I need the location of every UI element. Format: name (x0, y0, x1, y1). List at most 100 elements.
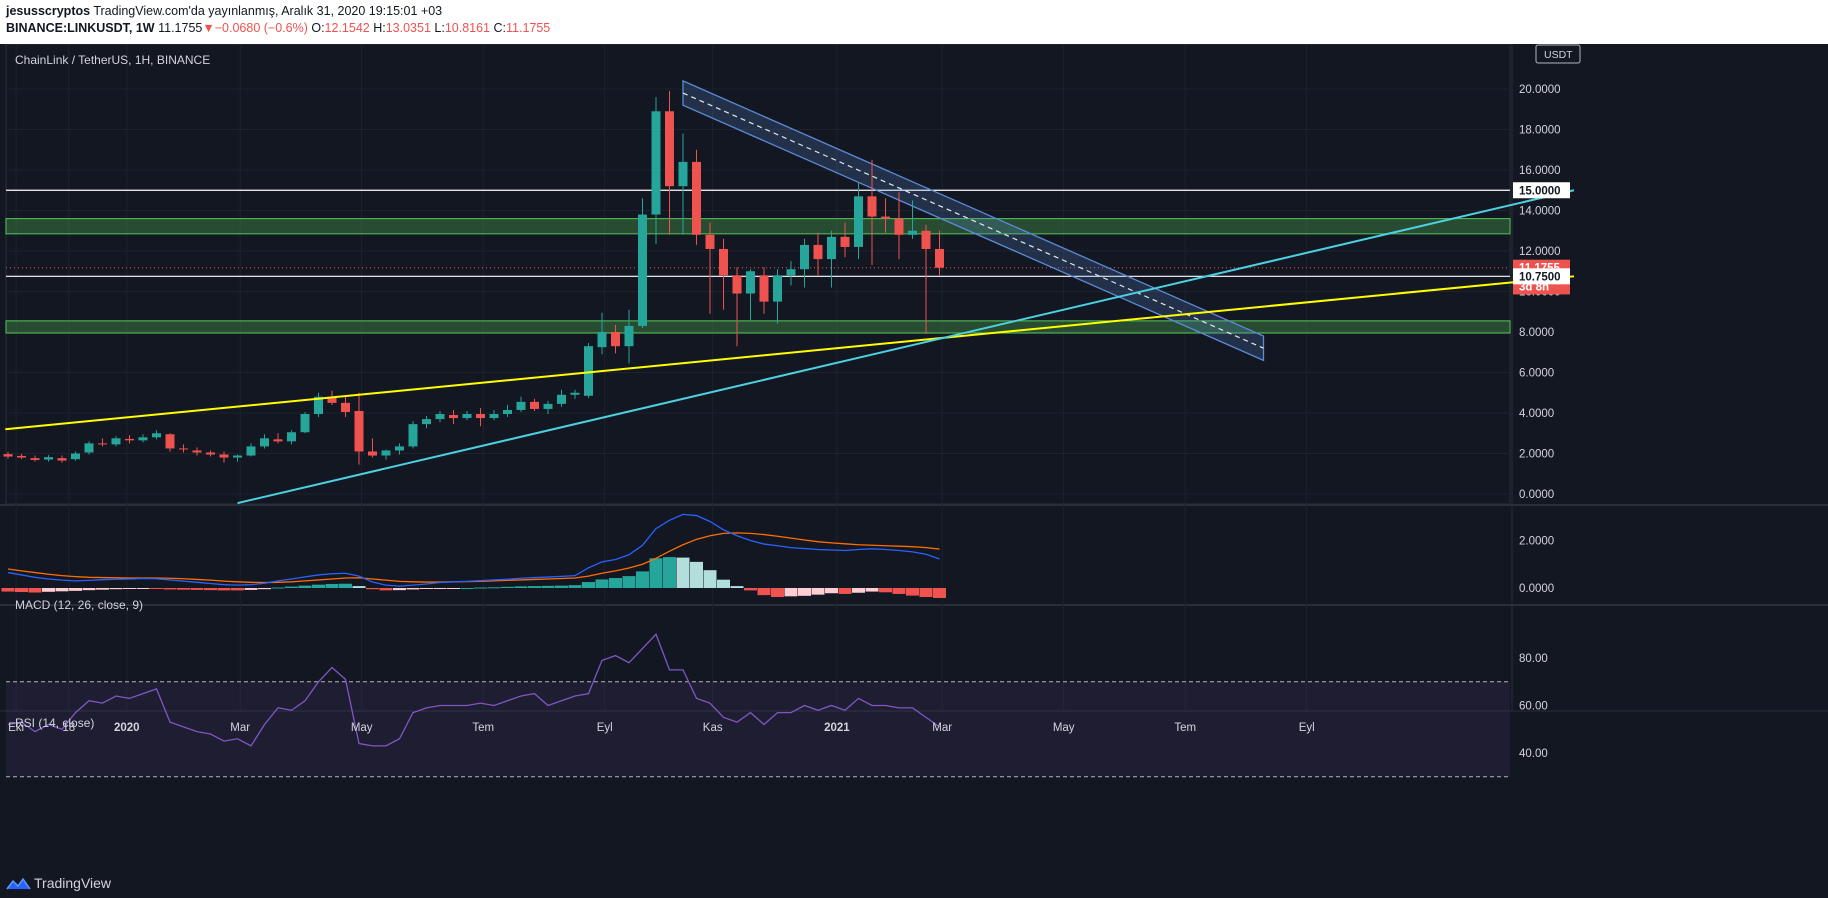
tradingview-logo-icon[interactable] (6, 876, 32, 892)
time-tick-label: Eyl (597, 722, 613, 734)
price-tick-label: 18.0000 (1519, 125, 1561, 137)
price-change: −0.0680 (−0.6%) (214, 21, 308, 35)
price-tick-label: 2.0000 (1519, 449, 1554, 461)
candle-body (557, 394, 566, 404)
time-tick-label: Eyl (1299, 722, 1315, 734)
rsi-tick-label: 40.00 (1519, 748, 1548, 760)
macd-histogram-bar (933, 588, 946, 598)
candle-body (381, 450, 391, 456)
footer: TradingView (0, 868, 1828, 898)
macd-histogram-bar (501, 586, 514, 588)
rsi-pane (6, 633, 1510, 778)
candle-body (462, 414, 472, 419)
macd-histogram-bar (393, 588, 406, 591)
candle-body (543, 403, 553, 409)
candle-body (570, 392, 580, 395)
macd-histogram-bar (231, 588, 244, 591)
candle-body (395, 446, 404, 451)
support-zones (5, 218, 1511, 334)
candle-body (894, 218, 904, 235)
candle-body (530, 401, 539, 409)
rsi-title: RSI (14, close) (15, 716, 94, 730)
macd-histogram-bar (406, 588, 420, 590)
macd-title: MACD (12, 26, close, 9) (15, 598, 143, 612)
candle-body (665, 111, 674, 187)
candle-body (138, 437, 148, 441)
candle-body (827, 236, 836, 260)
time-tick-label: 2020 (114, 722, 140, 734)
macd-histogram-bar (865, 588, 879, 592)
candle-body (611, 332, 620, 347)
macd-histogram-bar (28, 588, 42, 593)
brand-name[interactable]: TradingView (34, 875, 112, 891)
open-label: O: (311, 21, 325, 35)
macd-histogram-bar (258, 588, 271, 590)
macd-histogram-bar (568, 585, 582, 588)
candle-body (287, 432, 296, 442)
candle-body (584, 346, 593, 396)
candle-body (840, 236, 850, 247)
price-label-text: 15.0000 (1519, 185, 1561, 197)
candle-body (678, 161, 688, 187)
candle-body (17, 455, 26, 458)
time-tick-label: Mar (932, 722, 952, 734)
macd-histogram-bar (204, 588, 217, 591)
author-name[interactable]: jesusscryptos (6, 4, 91, 18)
candle-body (44, 457, 53, 460)
price-tick-label: 16.0000 (1519, 165, 1561, 177)
candle-body (273, 439, 283, 442)
candle-body (692, 161, 701, 235)
macd-tick-label: 2.0000 (1519, 536, 1554, 548)
candle-body (597, 332, 607, 348)
time-tick-label: Mar (230, 722, 250, 734)
candle-body (624, 325, 634, 347)
macd-histogram-bar (15, 588, 28, 593)
chart-area[interactable]: 20.000018.000016.000014.000012.000010.00… (0, 44, 1828, 868)
macd-histogram-bar (757, 588, 771, 596)
time-tick-label: Eki (8, 722, 24, 734)
macd-histogram-bar (541, 585, 555, 588)
macd-histogram-bar (325, 583, 339, 588)
price-axis[interactable]: 20.000018.000016.000014.000012.000010.00… (1513, 44, 1581, 760)
macd-histogram-bar (420, 588, 433, 589)
price-tick-label: 8.0000 (1519, 327, 1554, 339)
macd-histogram-bar (717, 579, 730, 588)
macd-histogram-bar (906, 588, 919, 596)
rsi-tick-label: 60.00 (1519, 701, 1548, 713)
macd-histogram-bar (595, 579, 609, 588)
macd-histogram-bar (150, 588, 163, 589)
macd-histogram-bar (582, 582, 595, 588)
candle-body (327, 396, 337, 403)
candle-body (111, 438, 121, 445)
trendlines[interactable] (5, 189, 1575, 505)
macd-pane (1, 513, 946, 598)
macd-histogram-bar (366, 588, 379, 590)
macd-histogram-bar (690, 561, 703, 588)
time-axis[interactable]: Eki 18 2020 Mar May Tem Eyl Kas 2021 Mar May Tem Eyl (8, 722, 1315, 734)
candle-body (746, 271, 755, 294)
descending-channel[interactable] (682, 79, 1265, 362)
candle-body (800, 244, 809, 270)
macd-histogram-bar (163, 588, 177, 590)
open-value: 12.1542 (324, 21, 370, 35)
price-tick-label: 4.0000 (1519, 408, 1554, 420)
time-tick-label: May (1053, 722, 1075, 734)
candle-body (813, 244, 823, 260)
macd-histogram-bar (55, 588, 69, 592)
macd-histogram-bar (1, 588, 15, 592)
close-value: 11.1755 (506, 21, 551, 35)
high-label: H: (373, 21, 386, 35)
macd-histogram-bar (514, 586, 528, 588)
candle-body (651, 111, 661, 215)
time-tick-label: 2021 (824, 722, 850, 734)
macd-histogram-bar (744, 588, 757, 591)
macd-histogram-bar (825, 588, 838, 594)
candle-body (3, 454, 13, 457)
candle-body (867, 196, 877, 217)
rsi-tick-label: 80.00 (1519, 653, 1548, 665)
macd-histogram-bar (703, 570, 717, 588)
price-tick-label: 14.0000 (1519, 206, 1561, 218)
macd-histogram-bar (838, 588, 852, 594)
horizontal-lines (6, 189, 1510, 277)
price-label-text: 3d 8h (1519, 281, 1549, 293)
